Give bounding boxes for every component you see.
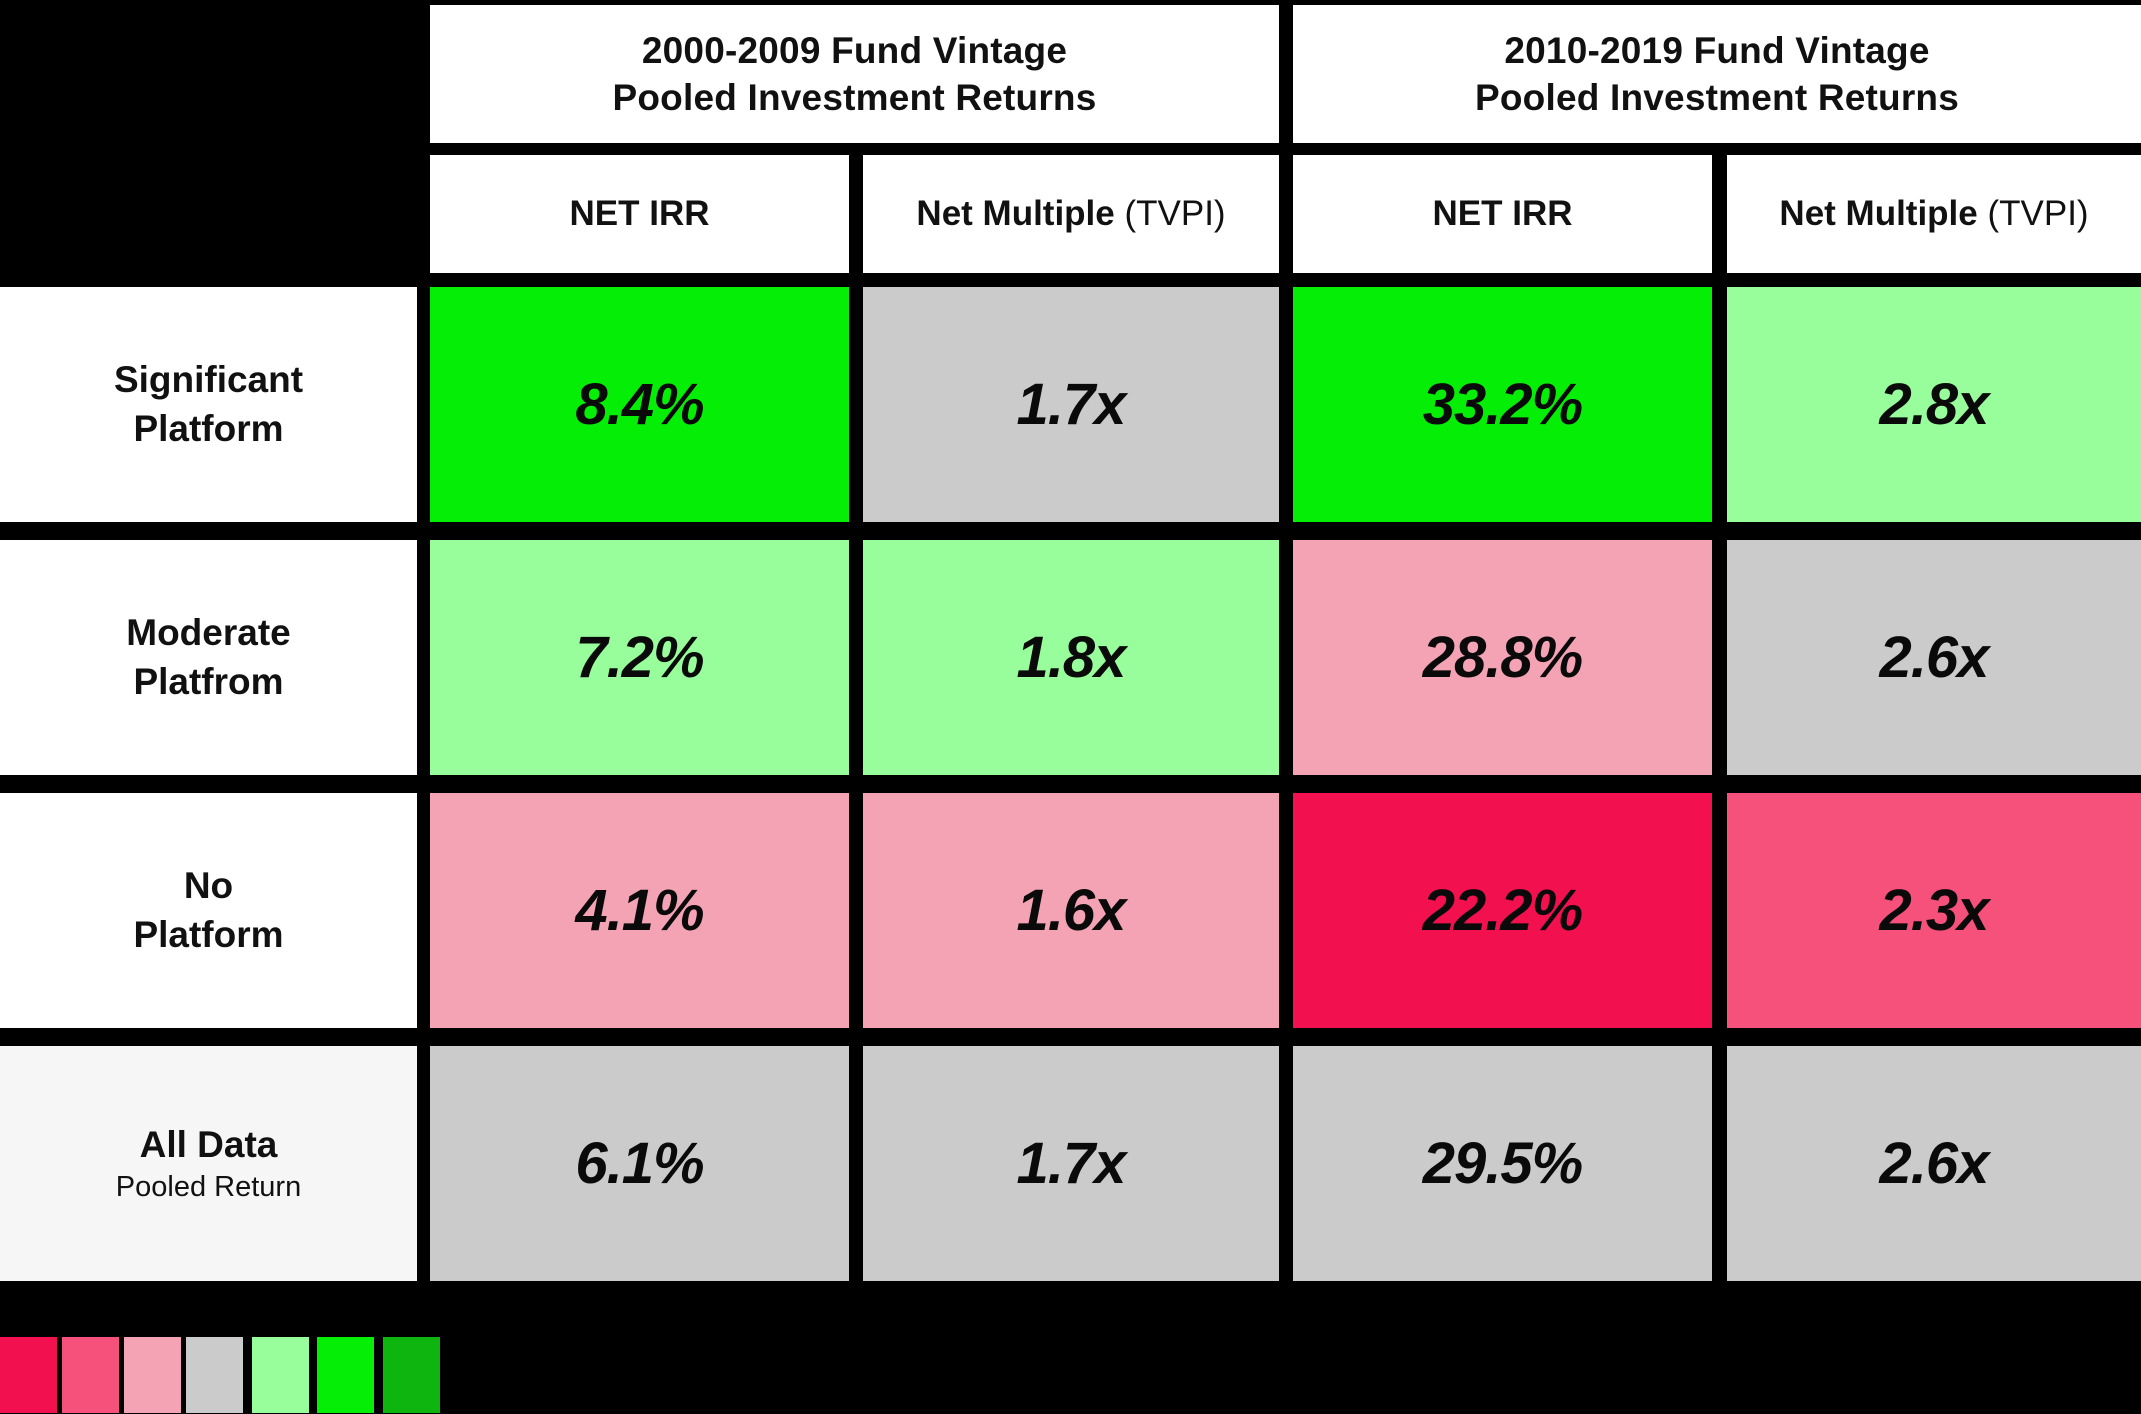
legend-swatch-neutral <box>186 1337 243 1413</box>
row-label-all-data: All Data Pooled Return <box>0 1046 417 1281</box>
cell-alldata-netirr-2010: 29.5% <box>1293 1046 1712 1281</box>
group-header-line1: 2010-2019 Fund Vintage <box>1504 29 1930 71</box>
row-label-line2: Platform <box>133 913 284 955</box>
column-header-net-irr-1: NET IRR <box>430 155 849 273</box>
cell-significant-multiple-2010: 2.8x <box>1727 287 2141 522</box>
row-label-line1: Moderate <box>126 612 291 654</box>
group-header-line2: Pooled Investment Returns <box>1474 77 1960 118</box>
group-header-2000-2009: 2000-2009 Fund Vintage Pooled Investment… <box>430 5 1279 143</box>
row-label-line1: No <box>183 865 234 907</box>
group-header-2010-2019: 2010-2019 Fund Vintage Pooled Investment… <box>1293 5 2141 143</box>
row-label-line2: Platfrom <box>133 660 284 702</box>
cell-significant-netirr-2010: 33.2% <box>1293 287 1712 522</box>
column-header-suffix: (TVPI) <box>1114 194 1226 233</box>
column-header-net-multiple-1: Net Multiple (TVPI) <box>863 155 1279 273</box>
column-header-suffix: (TVPI) <box>1977 194 2089 233</box>
cell-noplatform-multiple-2000: 1.6x <box>863 793 1279 1028</box>
cell-noplatform-netirr-2010: 22.2% <box>1293 793 1712 1028</box>
legend-swatch-positive <box>317 1337 374 1413</box>
group-header-line2: Pooled Investment Returns <box>612 77 1097 118</box>
cell-moderate-multiple-2010: 2.6x <box>1727 540 2141 775</box>
column-header-net-irr-2: NET IRR <box>1293 155 1712 273</box>
legend-swatch-strong-positive <box>383 1337 440 1413</box>
cell-noplatform-netirr-2000: 4.1% <box>430 793 849 1028</box>
legend-swatch-strong-negative <box>0 1337 57 1413</box>
column-header-label: NET IRR <box>569 194 710 233</box>
row-label-line2: Platform <box>133 407 284 449</box>
legend-swatch-negative <box>62 1337 119 1413</box>
cell-moderate-netirr-2010: 28.8% <box>1293 540 1712 775</box>
cell-noplatform-multiple-2010: 2.3x <box>1727 793 2141 1028</box>
cell-alldata-multiple-2000: 1.7x <box>863 1046 1279 1281</box>
group-header-line1: 2000-2009 Fund Vintage <box>641 29 1068 71</box>
column-header-label: NET IRR <box>1432 194 1573 233</box>
column-header-net-multiple-2: Net Multiple (TVPI) <box>1727 155 2141 273</box>
row-label-line2: Pooled Return <box>115 1171 302 1204</box>
cell-significant-netirr-2000: 8.4% <box>430 287 849 522</box>
cell-moderate-multiple-2000: 1.8x <box>863 540 1279 775</box>
legend-swatch-mild-negative <box>124 1337 181 1413</box>
column-header-label: Net Multiple <box>916 194 1115 233</box>
cell-alldata-netirr-2000: 6.1% <box>430 1046 849 1281</box>
cell-significant-multiple-2000: 1.7x <box>863 287 1279 522</box>
row-label-line1: All Data <box>139 1124 278 1166</box>
cell-moderate-netirr-2000: 7.2% <box>430 540 849 775</box>
cell-alldata-multiple-2010: 2.6x <box>1727 1046 2141 1281</box>
column-header-label: Net Multiple <box>1779 194 1978 233</box>
row-label-line1: Significant <box>113 359 304 401</box>
row-label-no-platform: No Platform <box>0 793 417 1028</box>
legend-swatch-mild-positive <box>252 1337 309 1413</box>
row-label-moderate-platform: Moderate Platfrom <box>0 540 417 775</box>
row-label-significant-platform: Significant Platform <box>0 287 417 522</box>
